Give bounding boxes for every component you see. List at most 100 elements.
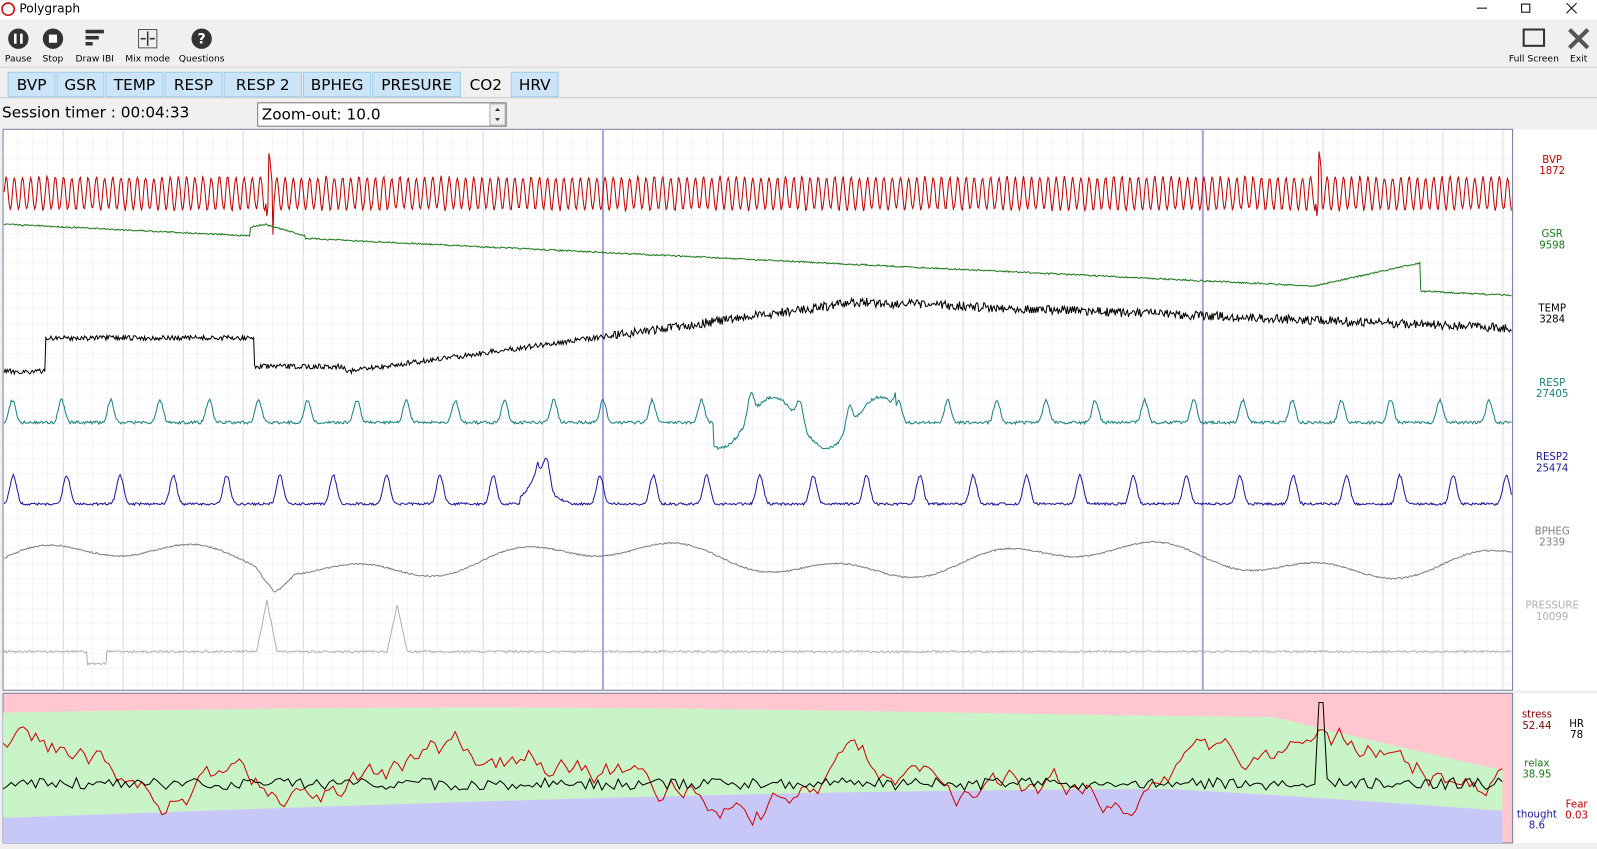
tab[interactable]: RESP 2 [223,71,302,98]
toolbar-button[interactable]: ? Questions [179,28,225,65]
tab-background [303,71,372,98]
channel-value: 3284 [1539,315,1565,326]
tab-label: RESP 2 [236,76,290,94]
tab-label: BPHEG [311,76,364,94]
hrv-value: 52.44 [1522,721,1551,732]
tab-background [105,71,164,98]
hrv-label: stress [1522,710,1552,721]
button-icon [1522,28,1546,47]
waveform [3,391,1512,451]
channel-name: RESP [1539,378,1565,389]
button-label: Stop [43,54,64,65]
button-icon: ? [198,32,206,48]
toolbar-button[interactable]: Exit [1568,28,1590,65]
hrv-value: 38.95 [1522,770,1551,781]
hrv-label: relax [1524,759,1549,770]
tab-label: PRESURE [381,76,452,94]
button-label: Exit [1570,54,1588,65]
button-label: Questions [179,54,225,65]
spin-buttons[interactable] [489,103,506,126]
channel-name: TEMP [1537,303,1566,314]
hrv-value: 0.03 [1565,810,1588,821]
app-icon [1,2,16,17]
tab[interactable]: GSR [56,71,105,98]
channel-value: 10099 [1536,612,1568,623]
tab-label: HRV [519,76,551,94]
hrv-plot [2,701,1503,843]
tab-label: TEMP [113,76,155,94]
grid [2,128,1513,691]
tab-label: GSR [64,76,97,94]
button-icon [138,29,158,49]
tab-background [56,71,105,98]
tab[interactable]: CO2 [462,72,510,97]
toolbar-button[interactable]: Draw IBI [75,29,114,65]
hrv-label: HR [1569,719,1584,730]
close-button[interactable] [1566,2,1577,14]
channel-legend [1514,129,1597,691]
hr-line [2,701,1503,792]
hrv-label: Fear [1566,799,1589,810]
channel-name: RESP2 [1536,452,1569,463]
waveform [3,296,1512,376]
fear-line [2,726,1503,827]
relax-band [3,707,1503,819]
button-icon [85,29,104,46]
tab[interactable]: RESP [164,71,223,98]
tab[interactable]: HRV [510,71,559,98]
button-icon [48,34,58,43]
waveform [3,540,1512,593]
channel-name: PRESSURE [1525,601,1578,612]
tab-background [223,71,302,98]
channel-name: BVP [1542,155,1562,166]
waveforms [3,151,1512,667]
toolbar-button[interactable]: Stop [43,28,64,65]
channel-name: GSR [1541,229,1562,240]
tab-background [462,72,510,97]
hrv-label: thought [1517,809,1557,820]
hrv-legend [1514,693,1597,843]
zoom-spinbox[interactable] [257,102,507,127]
button-icon [8,28,29,49]
channel-value: 25474 [1536,463,1568,474]
waveform [3,599,1512,667]
toolbar-button[interactable]: Full Screen [1509,28,1559,65]
channel-name: BPHEG [1535,526,1570,537]
tab-label: RESP [174,76,213,94]
channel-value: 2339 [1539,538,1565,549]
waveform [3,151,1512,235]
toolbar-button[interactable]: Mix mode [125,29,170,65]
tab[interactable]: BVP [7,71,56,98]
tab[interactable]: PRESURE [372,71,461,98]
tab-background [510,71,559,98]
button-icon [1568,28,1590,50]
button-label: Pause [5,54,32,65]
channel-value: 9598 [1539,240,1565,251]
channel-value: 1872 [1539,166,1565,177]
session-timer: Session timer : 00:04:33 [2,104,189,122]
button-icon [14,33,23,44]
tab[interactable]: BPHEG [303,71,372,98]
spin-arrows [494,107,501,122]
hrv-value: 78 [1570,730,1583,741]
tab-bar: BVP GSR TEMP RESP RESP 2 BPHEG PRESURE CO2 HRV [7,71,559,98]
button-label: Draw IBI [75,54,114,65]
tab[interactable]: TEMP [105,71,164,98]
title-bar [0,0,1597,20]
toolbar-button[interactable]: Pause [5,28,32,65]
tab-background [164,71,223,98]
channel-value: 27405 [1536,389,1568,400]
tab-background [372,71,461,98]
hrv-value: 8.6 [1529,821,1545,832]
thought-band [3,789,1503,843]
button-label: Mix mode [125,54,170,65]
window-title: Polygraph [19,2,80,16]
toolbar: Pause Stop Draw IBI Mix mode? Questions Full … [5,28,1590,65]
tab-label: CO2 [470,76,502,94]
waveform [3,457,1512,507]
restore-button[interactable] [1521,3,1531,13]
